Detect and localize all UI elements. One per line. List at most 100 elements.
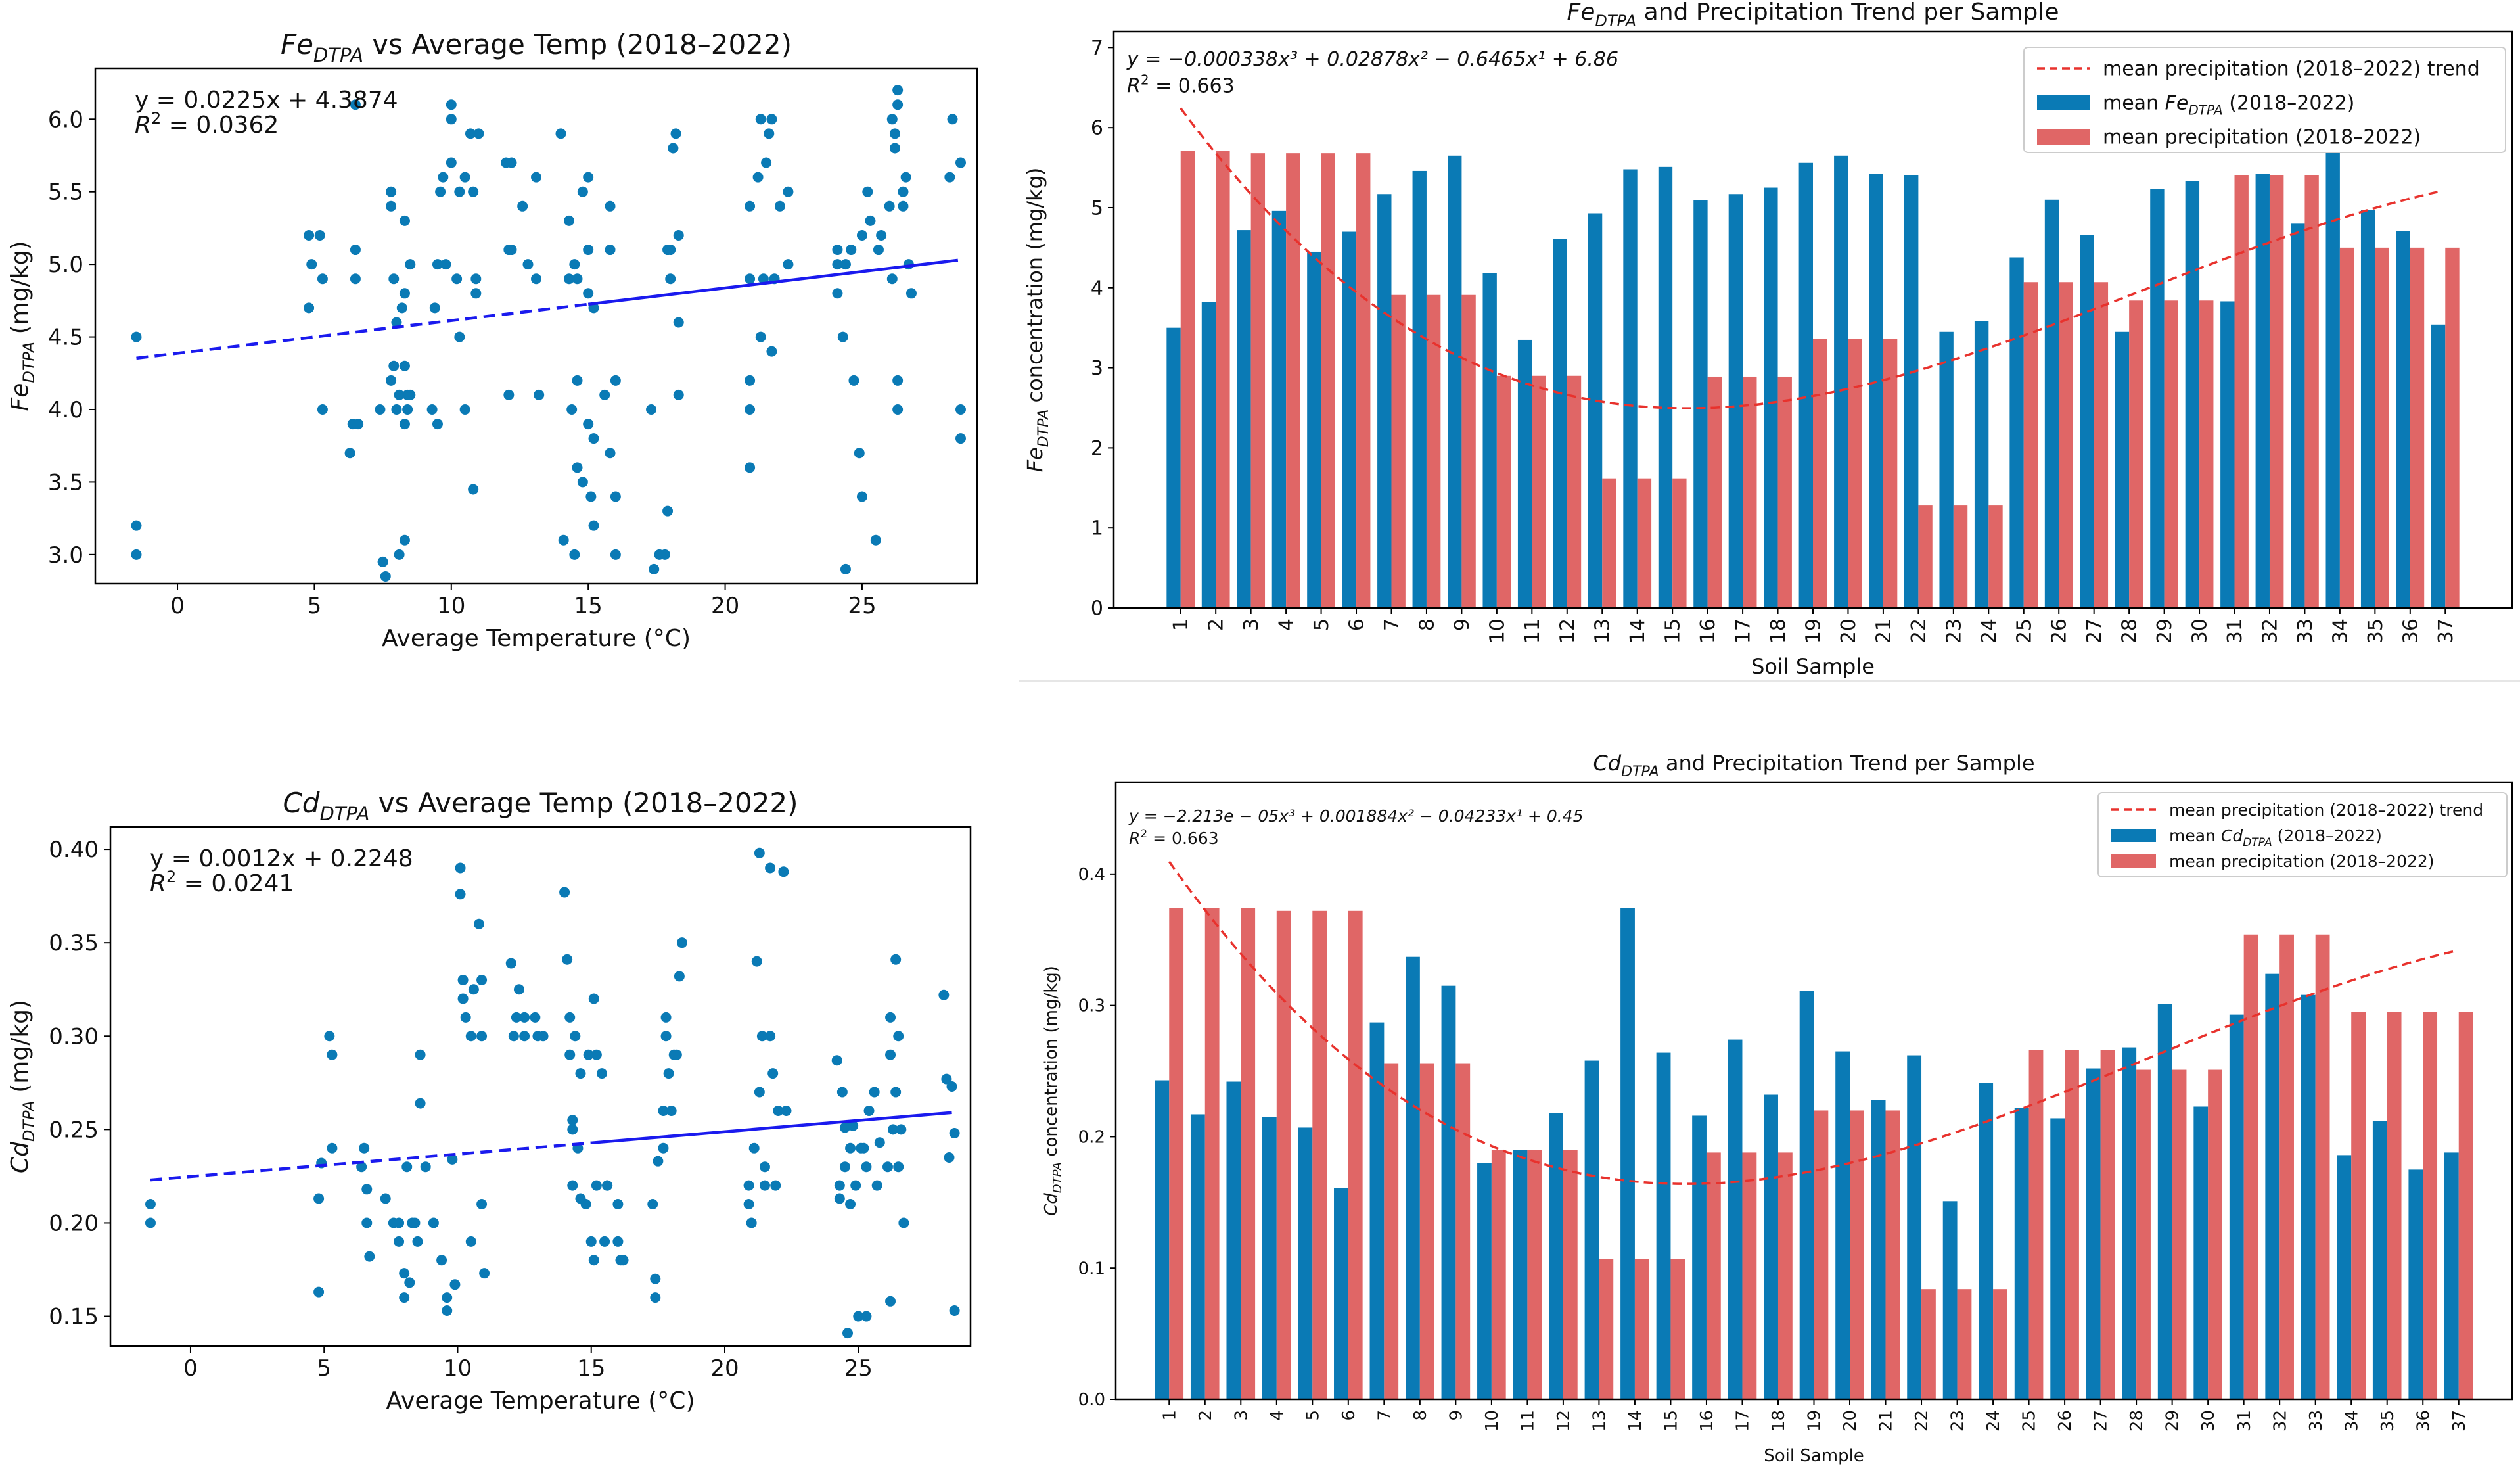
bar-mean-concentration <box>2444 1152 2459 1399</box>
data-point <box>765 1031 776 1042</box>
y-tick-label: 3.5 <box>48 469 83 496</box>
bar-mean-precipitation <box>1419 1063 1434 1399</box>
data-point <box>511 1012 522 1023</box>
data-point <box>591 1049 602 1060</box>
data-point <box>944 172 955 183</box>
data-point <box>845 1142 856 1154</box>
bar-mean-concentration <box>1904 175 1919 608</box>
y-tick-label: 5 <box>1091 197 1103 220</box>
legend-concentration-swatch <box>2111 829 2156 842</box>
bar-mean-concentration <box>1441 985 1456 1399</box>
data-point <box>388 273 400 285</box>
y-axis-label-subscript: DTPA <box>20 1100 38 1142</box>
bar-mean-concentration <box>1549 1113 1563 1399</box>
bar-mean-concentration <box>1728 194 1743 609</box>
precipitation-trend-line <box>1180 107 2442 409</box>
data-point <box>359 1142 370 1154</box>
data-point <box>375 404 386 415</box>
data-point <box>663 1068 674 1079</box>
data-point <box>839 1122 850 1133</box>
legend-concentration-label-pre: mean <box>2169 826 2221 845</box>
data-point <box>353 419 364 430</box>
data-point <box>401 1161 413 1173</box>
bar-mean-concentration <box>1334 1188 1348 1399</box>
bar-mean-precipitation <box>1461 294 1476 608</box>
x-tick-label: 34 <box>2329 619 2352 643</box>
x-tick-label: 5 <box>317 1355 331 1382</box>
data-point <box>476 1199 488 1210</box>
x-axis-label: Average Temperature (°C) <box>382 625 691 652</box>
data-point <box>399 534 410 546</box>
data-point <box>890 954 902 965</box>
y-tick-label: 6 <box>1091 117 1103 140</box>
data-point <box>304 229 315 241</box>
bar-mean-precipitation <box>2094 282 2109 608</box>
data-point <box>755 114 766 125</box>
x-tick-label: 29 <box>2163 1410 2183 1432</box>
chart-cd-vs-temp: 0 5 10 15 20 25 0.15 0.20 0.25 0.30 0.35 0.40 y = 0.… <box>0 736 1005 1473</box>
bar-mean-concentration <box>2122 1047 2137 1399</box>
x-tick-label: 31 <box>2224 619 2247 643</box>
x-tick-label: 35 <box>2364 619 2387 643</box>
x-tick-label: 20 <box>710 1355 739 1382</box>
data-point <box>647 1199 658 1210</box>
precipitation-trend-line <box>1168 860 2456 1185</box>
data-point <box>856 229 867 241</box>
data-point <box>505 958 516 969</box>
y-tick-label: 0.35 <box>49 930 99 956</box>
chart-title-element: Cd <box>1593 751 1621 776</box>
bar-mean-precipitation <box>2304 175 2319 608</box>
data-point <box>676 937 687 948</box>
equation-text: y = −0.000338x³ + 0.02878x² − 0.6465x¹ +… <box>1126 48 1618 71</box>
bar-mean-concentration <box>2220 301 2235 608</box>
regression-line <box>591 1111 952 1145</box>
x-tick-label: 2 <box>1205 619 1228 631</box>
data-point <box>863 1105 875 1116</box>
x-tick-label: 25 <box>2013 619 2036 643</box>
x-tick-label: 8 <box>1411 1410 1431 1421</box>
bar-mean-concentration <box>1155 1080 1170 1399</box>
data-point <box>538 1031 549 1042</box>
bar-mean-precipitation <box>1814 1110 1829 1399</box>
data-point <box>583 245 594 256</box>
y-tick-label: 6.0 <box>48 106 83 133</box>
data-point <box>670 128 681 139</box>
y-axis-label-subscript: DTPA <box>1051 1162 1065 1193</box>
bar-mean-precipitation <box>2269 175 2284 608</box>
x-tick-label: 9 <box>1451 619 1474 631</box>
bar-mean-precipitation <box>2279 934 2294 1399</box>
data-point <box>386 200 397 212</box>
data-point <box>840 563 851 574</box>
data-point <box>660 1031 672 1042</box>
data-point <box>665 245 676 256</box>
legend-precipitation-swatch <box>2111 854 2156 868</box>
bar-mean-precipitation <box>2164 300 2178 608</box>
x-tick-label: 21 <box>1872 619 1895 643</box>
chart-title-rest: and Precipitation Trend per Sample <box>1659 751 2035 776</box>
y-tick-label: 0.2 <box>1078 1128 1105 1148</box>
bar-mean-precipitation <box>2172 1069 2187 1399</box>
y-tick-label: 0.25 <box>49 1117 99 1143</box>
data-point <box>783 186 794 197</box>
data-point <box>858 1142 869 1154</box>
data-point <box>588 993 599 1004</box>
bar-mean-concentration <box>2157 1004 2172 1399</box>
data-point <box>145 1217 156 1228</box>
data-point <box>506 157 517 168</box>
data-point <box>673 389 684 400</box>
bar-mean-precipitation <box>2199 300 2214 608</box>
legend-box <box>2023 47 2506 153</box>
bar-mean-precipitation <box>1988 505 2003 608</box>
data-point <box>531 273 541 285</box>
chart-title-rest: vs Average Temp (2018–2022) <box>369 787 798 819</box>
data-point <box>457 975 469 986</box>
legend-concentration-swatch <box>2037 95 2090 110</box>
data-point <box>850 1180 861 1191</box>
legend-concentration-label-pre: mean <box>2103 92 2165 115</box>
data-point <box>470 273 482 285</box>
chart-title: FeDTPA vs Average Temp (2018–2022) <box>281 28 792 66</box>
data-point <box>455 862 466 874</box>
data-point <box>564 1049 576 1060</box>
y-tick-label: 0.3 <box>1078 996 1105 1016</box>
bar-mean-precipitation <box>2423 1012 2438 1399</box>
